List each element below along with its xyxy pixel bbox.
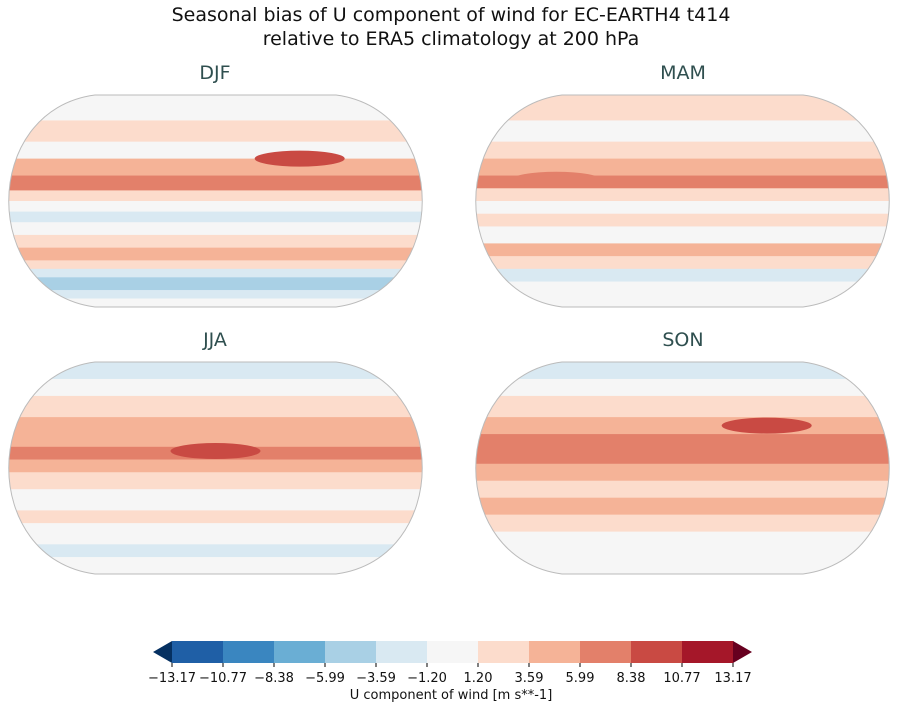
colorbar-tick-label: −3.59 xyxy=(356,671,396,686)
map-outline xyxy=(8,94,423,308)
bias-band xyxy=(8,120,423,143)
bias-band xyxy=(8,175,423,192)
map-outline xyxy=(475,361,890,575)
panel-title-jja: JJA xyxy=(203,329,227,351)
jet-core xyxy=(254,150,345,167)
bias-band xyxy=(8,417,423,436)
bias-band xyxy=(475,213,890,228)
colorbar-tick-label: 5.99 xyxy=(565,671,595,686)
colorbar-tick-label: −1.20 xyxy=(407,671,447,686)
colorbar-tick-label: −13.17 xyxy=(147,671,197,686)
bias-band xyxy=(8,211,423,224)
colorbar-under-arrow xyxy=(153,641,172,663)
bias-band xyxy=(8,472,423,491)
figure-title-line1: Seasonal bias of U component of wind for… xyxy=(171,4,731,26)
colorbar-tick-label: −10.77 xyxy=(198,671,248,686)
bias-band xyxy=(8,95,423,122)
colorbar-segment xyxy=(529,641,581,663)
map-panel-son xyxy=(475,362,890,574)
bias-band xyxy=(475,514,890,533)
bias-band xyxy=(475,158,890,177)
colorbar-segment xyxy=(223,641,275,663)
bias-band xyxy=(8,141,423,160)
bias-band xyxy=(475,451,890,465)
bias-band xyxy=(475,497,890,516)
colorbar-tick-label: −5.99 xyxy=(305,671,345,686)
colorbar-segment xyxy=(682,641,734,663)
map-outline xyxy=(475,94,890,308)
bias-band xyxy=(475,268,890,283)
jet-core xyxy=(721,417,812,434)
bias-band xyxy=(8,247,423,262)
bias-band xyxy=(475,480,890,499)
bias-band xyxy=(8,222,423,236)
bias-band xyxy=(475,463,890,482)
panel-title-djf: DJF xyxy=(199,62,231,84)
bias-band xyxy=(475,95,890,122)
bias-band xyxy=(475,243,890,258)
bias-band xyxy=(8,395,423,419)
bias-band xyxy=(475,201,890,215)
bias-band xyxy=(475,362,890,380)
colorbar-segment xyxy=(376,641,428,663)
bias-band xyxy=(8,362,423,380)
bias-band xyxy=(475,531,890,554)
bias-band xyxy=(475,226,890,245)
bias-band xyxy=(475,434,890,453)
map-panel-mam xyxy=(475,95,890,307)
colorbar-segment xyxy=(631,641,683,663)
bias-band xyxy=(475,378,890,397)
bias-band xyxy=(475,188,890,202)
bias-band xyxy=(8,260,423,270)
colorbar-over-arrow xyxy=(733,641,752,663)
bias-band xyxy=(8,201,423,213)
bias-band xyxy=(8,298,423,307)
bias-band xyxy=(8,523,423,546)
bias-band xyxy=(475,141,890,160)
colorbar-segment xyxy=(325,641,377,663)
bias-band xyxy=(475,417,890,436)
bias-band xyxy=(8,510,423,525)
colorbar-tick-label: −8.38 xyxy=(254,671,294,686)
map-outline xyxy=(8,361,423,575)
colorbar-segment xyxy=(478,641,530,663)
colorbar-tick-label: 3.59 xyxy=(514,671,544,686)
bias-band xyxy=(8,489,423,512)
jet-core xyxy=(170,443,261,460)
bias-band xyxy=(8,158,423,177)
colorbar-tick-label: 10.77 xyxy=(663,671,701,686)
panel-title-son: SON xyxy=(662,329,704,351)
bias-band xyxy=(475,120,890,143)
bias-band xyxy=(8,190,423,202)
bias-band xyxy=(475,281,890,307)
bias-band xyxy=(8,290,423,300)
figure-title-line2: relative to ERA5 climatology at 200 hPa xyxy=(262,28,640,50)
colorbar-tick-label: 8.38 xyxy=(616,671,646,686)
bias-band xyxy=(475,395,890,419)
colorbar-segment xyxy=(172,641,224,663)
bias-band xyxy=(475,552,890,574)
bias-band xyxy=(8,234,423,249)
bias-band xyxy=(8,378,423,397)
bias-band xyxy=(475,256,890,270)
bias-band xyxy=(8,277,423,292)
bias-band xyxy=(8,268,423,279)
bias-band xyxy=(8,434,423,448)
map-panel-djf xyxy=(8,95,423,307)
bias-band xyxy=(475,175,890,190)
jet-core xyxy=(511,171,602,188)
colorbar-segment xyxy=(274,641,326,663)
colorbar-segment xyxy=(580,641,632,663)
colorbar-segment xyxy=(427,641,479,663)
colorbar-label: U component of wind [m s**-1] xyxy=(349,688,553,703)
map-panel-jja xyxy=(8,362,423,574)
bias-band xyxy=(8,459,423,474)
bias-band xyxy=(8,544,423,559)
bias-band xyxy=(8,557,423,574)
colorbar-tick-label: 1.20 xyxy=(463,671,493,686)
colorbar-tick-label: 13.17 xyxy=(714,671,752,686)
panel-title-mam: MAM xyxy=(660,62,706,84)
